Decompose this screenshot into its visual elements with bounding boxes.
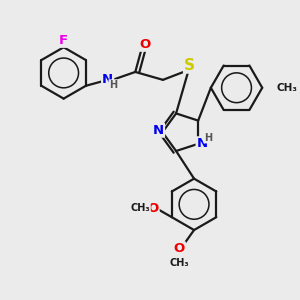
Text: H: H	[109, 80, 117, 90]
Text: H: H	[204, 133, 212, 143]
Text: O: O	[174, 242, 185, 255]
Text: O: O	[140, 38, 151, 51]
Text: N: N	[102, 73, 113, 86]
Text: O: O	[147, 202, 159, 215]
Text: CH₃: CH₃	[276, 83, 297, 93]
Text: N: N	[196, 137, 208, 150]
Text: S: S	[184, 58, 195, 73]
Text: CH₃: CH₃	[130, 203, 150, 213]
Text: CH₃: CH₃	[169, 258, 189, 268]
Text: F: F	[59, 34, 68, 47]
Text: N: N	[153, 124, 164, 137]
